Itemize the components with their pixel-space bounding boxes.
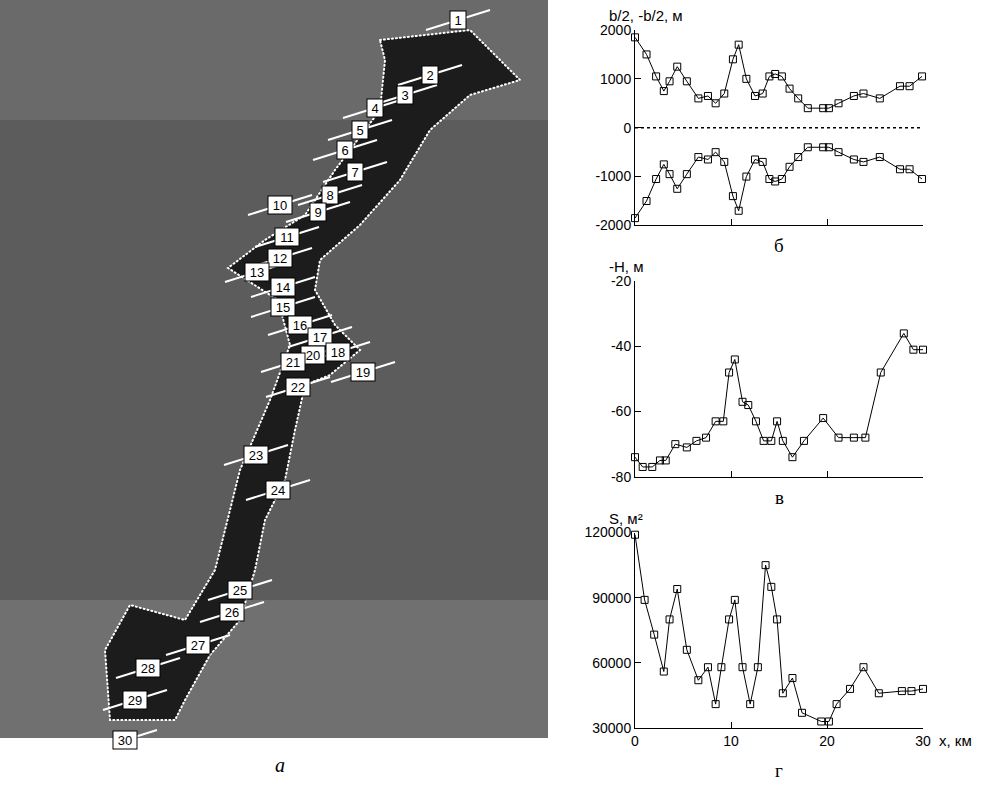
svg-text:10: 10 bbox=[273, 198, 287, 213]
svg-text:а: а bbox=[275, 754, 285, 776]
svg-text:20: 20 bbox=[819, 733, 835, 749]
svg-text:120000: 120000 bbox=[584, 524, 631, 540]
svg-text:26: 26 bbox=[225, 605, 239, 620]
svg-text:20: 20 bbox=[306, 348, 320, 363]
svg-text:12: 12 bbox=[273, 251, 287, 266]
svg-text:11: 11 bbox=[280, 230, 294, 245]
svg-text:-80: -80 bbox=[611, 469, 631, 485]
svg-text:1: 1 bbox=[454, 13, 461, 28]
svg-text:2: 2 bbox=[426, 68, 433, 83]
svg-text:2000: 2000 bbox=[600, 22, 631, 38]
svg-text:-1000: -1000 bbox=[595, 168, 631, 184]
svg-text:5: 5 bbox=[356, 123, 363, 138]
svg-text:0: 0 bbox=[631, 733, 639, 749]
svg-text:б: б bbox=[774, 235, 784, 256]
svg-text:21: 21 bbox=[286, 355, 300, 370]
svg-text:1000: 1000 bbox=[600, 71, 631, 87]
svg-text:S, м²: S, м² bbox=[609, 510, 643, 527]
svg-text:30: 30 bbox=[118, 733, 132, 748]
svg-text:8: 8 bbox=[326, 188, 333, 203]
svg-text:-40: -40 bbox=[611, 338, 631, 354]
svg-text:0: 0 bbox=[623, 120, 631, 136]
svg-text:-60: -60 bbox=[611, 403, 631, 419]
svg-text:30: 30 bbox=[915, 733, 931, 749]
svg-text:6: 6 bbox=[341, 143, 348, 158]
svg-text:18: 18 bbox=[331, 345, 345, 360]
svg-text:-20: -20 bbox=[611, 273, 631, 289]
svg-text:60000: 60000 bbox=[592, 655, 631, 671]
svg-text:b/2, -b/2, м: b/2, -b/2, м bbox=[609, 7, 683, 24]
svg-text:23: 23 bbox=[249, 448, 263, 463]
svg-text:x, км: x, км bbox=[939, 732, 972, 749]
svg-text:90000: 90000 bbox=[592, 590, 631, 606]
svg-text:25: 25 bbox=[233, 583, 247, 598]
svg-text:в: в bbox=[775, 487, 784, 508]
svg-text:29: 29 bbox=[128, 693, 142, 708]
svg-text:17: 17 bbox=[313, 330, 327, 345]
svg-text:-H, м: -H, м bbox=[609, 258, 643, 275]
svg-text:г: г bbox=[775, 760, 783, 781]
svg-text:3: 3 bbox=[401, 88, 408, 103]
svg-text:30000: 30000 bbox=[592, 720, 631, 736]
svg-text:-2000: -2000 bbox=[595, 217, 631, 233]
svg-text:4: 4 bbox=[371, 101, 378, 116]
svg-text:19: 19 bbox=[356, 365, 370, 380]
svg-text:27: 27 bbox=[191, 638, 205, 653]
svg-text:9: 9 bbox=[314, 205, 321, 220]
svg-text:7: 7 bbox=[351, 165, 358, 180]
svg-text:24: 24 bbox=[271, 483, 285, 498]
svg-text:22: 22 bbox=[291, 380, 305, 395]
svg-text:10: 10 bbox=[723, 733, 739, 749]
svg-text:16: 16 bbox=[293, 318, 307, 333]
svg-text:14: 14 bbox=[276, 280, 290, 295]
svg-text:13: 13 bbox=[250, 265, 264, 280]
svg-text:28: 28 bbox=[141, 661, 155, 676]
svg-text:15: 15 bbox=[276, 300, 290, 315]
